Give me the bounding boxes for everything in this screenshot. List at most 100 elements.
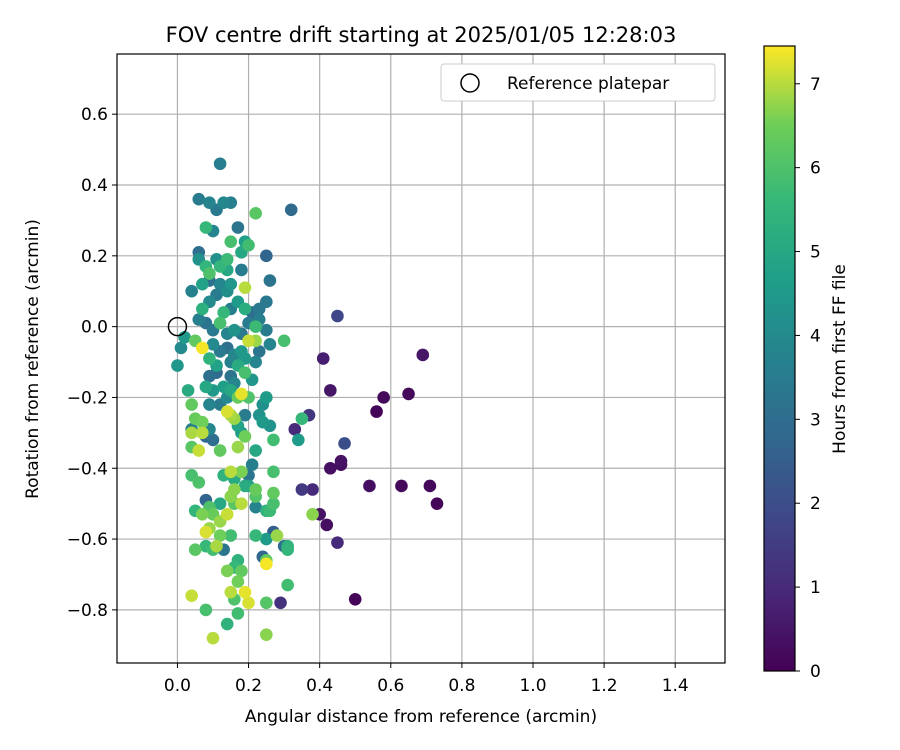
scatter-point	[306, 483, 319, 496]
scatter-point	[192, 313, 206, 326]
scatter-point	[196, 415, 209, 429]
scatter-point	[231, 440, 245, 454]
scatter-point	[267, 433, 280, 447]
scatter-point	[213, 529, 227, 542]
scatter-point	[224, 585, 238, 599]
scatter-point	[185, 589, 198, 603]
scatter-point	[260, 557, 273, 571]
scatter-point	[213, 316, 227, 330]
scatter-point	[249, 444, 262, 457]
scatter-point	[238, 366, 252, 379]
scatter-point	[206, 433, 220, 447]
scatter-point	[224, 490, 238, 503]
scatter-point	[284, 203, 298, 217]
colorbar-tick-label: 4	[810, 326, 821, 346]
scatter-point	[238, 302, 252, 316]
data-points	[171, 157, 444, 645]
scatter-point	[277, 334, 291, 348]
scatter-point	[256, 415, 270, 429]
scatter-point	[320, 518, 334, 532]
scatter-point	[235, 465, 248, 479]
reference-marker	[167, 316, 188, 337]
scatter-point	[220, 617, 234, 631]
scatter-point	[199, 525, 213, 539]
scatter-point	[274, 596, 287, 610]
scatter-point	[203, 398, 216, 411]
x-axis-ticks: 0.0 0.2 0.4 0.6 0.8 1.0 1.2 1.4	[164, 663, 689, 696]
scatter-point	[171, 359, 184, 372]
scatter-point	[260, 323, 273, 337]
scatter-point	[199, 603, 213, 617]
scatter-point	[281, 543, 294, 556]
scatter-point	[224, 529, 238, 542]
scatter-point	[203, 196, 216, 210]
colorbar-tick-label: 1	[810, 578, 821, 598]
scatter-point	[377, 391, 390, 404]
scatter-point	[203, 267, 216, 280]
scatter-point	[395, 479, 408, 493]
scatter-point	[416, 348, 430, 362]
scatter-point	[430, 497, 444, 510]
scatter-point	[206, 631, 220, 645]
plot-frame	[116, 53, 726, 664]
scatter-point	[263, 274, 277, 287]
colorbar-tick-label: 3	[810, 410, 821, 430]
scatter-point	[224, 235, 238, 248]
scatter-point	[231, 221, 245, 234]
x-tick-label: 1.2	[591, 676, 618, 696]
scatter-point	[203, 352, 216, 365]
scatter-point	[363, 479, 376, 493]
scatter-point	[185, 426, 198, 440]
scatter-point	[423, 479, 437, 493]
scatter-point	[238, 585, 252, 599]
scatter-point	[199, 380, 213, 394]
scatter-point	[192, 476, 206, 489]
chart-title: FOV centre drift starting at 2025/01/05 …	[166, 23, 677, 47]
x-axis-label: Angular distance from reference (arcmin)	[245, 707, 597, 727]
scatter-point	[235, 263, 248, 277]
scatter-point	[224, 465, 238, 479]
colorbar-ticks: 0 1 2 3 4 5 6 7	[795, 75, 821, 682]
scatter-point	[213, 157, 227, 171]
scatter-point	[245, 458, 259, 472]
scatter-point	[217, 306, 230, 319]
y-tick-label: 0.4	[81, 176, 108, 196]
x-tick-label: 0.6	[377, 676, 404, 696]
scatter-point	[306, 507, 319, 521]
scatter-point	[174, 341, 188, 355]
colorbar-tick-label: 7	[810, 75, 821, 95]
scatter-point	[196, 302, 209, 316]
scatter-point	[192, 444, 206, 457]
scatter-point	[235, 564, 248, 578]
scatter-point	[263, 338, 277, 351]
y-axis-label: Rotation from reference (arcmin)	[23, 219, 43, 499]
scatter-point	[288, 423, 302, 436]
scatter-point	[267, 486, 280, 500]
scatter-point	[192, 192, 206, 206]
scatter-point	[238, 479, 252, 493]
scatter-point	[181, 384, 195, 397]
scatter-point	[295, 412, 309, 425]
scatter-point	[213, 444, 227, 457]
colorbar-label: Hours from first FF file	[830, 264, 850, 454]
x-tick-label: 0.8	[448, 676, 475, 696]
scatter-point	[281, 578, 294, 592]
scatter-point	[220, 564, 234, 578]
scatter-point	[348, 592, 362, 606]
colorbar-tick-label: 6	[810, 159, 821, 179]
scatter-point	[242, 238, 255, 252]
scatter-point	[220, 253, 234, 266]
scatter-point	[231, 575, 245, 588]
scatter-point	[331, 309, 344, 323]
scatter-point	[252, 345, 266, 358]
y-tick-label: 0.6	[81, 105, 108, 125]
colorbar-tick-label: 5	[810, 243, 821, 263]
scatter-point	[260, 391, 273, 404]
legend-box	[440, 63, 716, 102]
legend: Reference platepar	[440, 63, 716, 102]
scatter-point	[220, 507, 234, 521]
y-tick-label: −0.4	[67, 459, 108, 479]
y-tick-label: −0.6	[67, 530, 108, 550]
legend-label: Reference platepar	[507, 74, 669, 94]
scatter-point	[324, 461, 337, 475]
